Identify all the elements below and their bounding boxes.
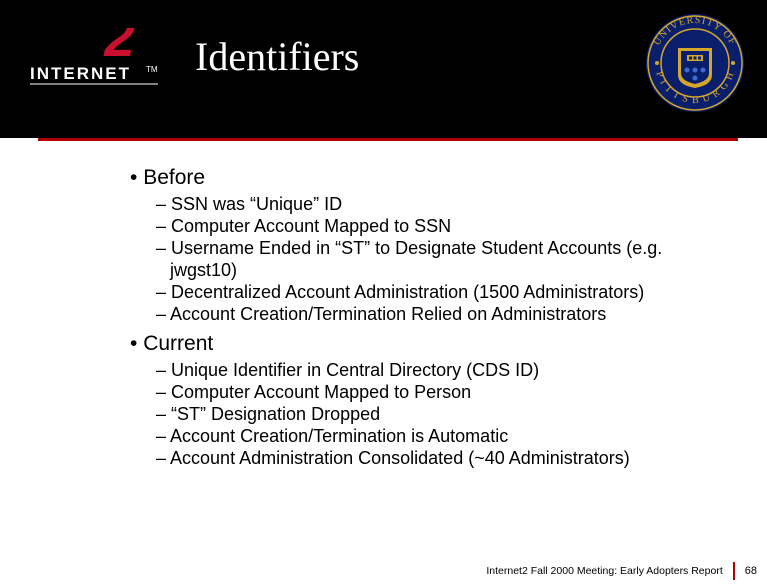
list-item: Account Creation/Termination Relied on A… bbox=[156, 304, 730, 326]
footer-separator bbox=[733, 562, 735, 580]
list-item: SSN was “Unique” ID bbox=[156, 194, 730, 216]
list-item: Username Ended in “ST” to Designate Stud… bbox=[156, 238, 730, 282]
divider-line bbox=[38, 138, 738, 141]
list-item: Decentralized Account Administration (15… bbox=[156, 282, 730, 304]
internet2-logo: 2 INTERNET TM bbox=[30, 28, 160, 98]
section-heading-current: Current bbox=[130, 332, 730, 356]
svg-text:TM: TM bbox=[146, 65, 158, 74]
slide-header: 2 INTERNET TM Identifiers UNIVERSITY OF … bbox=[0, 0, 767, 138]
svg-text:2: 2 bbox=[103, 28, 135, 68]
list-item: Computer Account Mapped to SSN bbox=[156, 216, 730, 238]
list-item: Account Administration Consolidated (~40… bbox=[156, 448, 730, 470]
list-item: Unique Identifier in Central Directory (… bbox=[156, 360, 730, 382]
slide-footer: Internet2 Fall 2000 Meeting: Early Adopt… bbox=[486, 562, 757, 580]
list-item: Computer Account Mapped to Person bbox=[156, 382, 730, 404]
slide-title: Identifiers bbox=[195, 33, 359, 80]
slide-content: Before SSN was “Unique” ID Computer Acco… bbox=[130, 166, 730, 475]
before-list: SSN was “Unique” ID Computer Account Map… bbox=[156, 194, 730, 326]
svg-text:INTERNET: INTERNET bbox=[30, 64, 131, 83]
list-item: Account Creation/Termination is Automati… bbox=[156, 426, 730, 448]
current-list: Unique Identifier in Central Directory (… bbox=[156, 360, 730, 470]
university-seal: UNIVERSITY OF P I T T S B U R G H bbox=[645, 13, 745, 113]
section-heading-before: Before bbox=[130, 166, 730, 190]
list-item: “ST” Designation Dropped bbox=[156, 404, 730, 426]
page-number: 68 bbox=[745, 565, 757, 577]
footer-text: Internet2 Fall 2000 Meeting: Early Adopt… bbox=[486, 565, 722, 577]
